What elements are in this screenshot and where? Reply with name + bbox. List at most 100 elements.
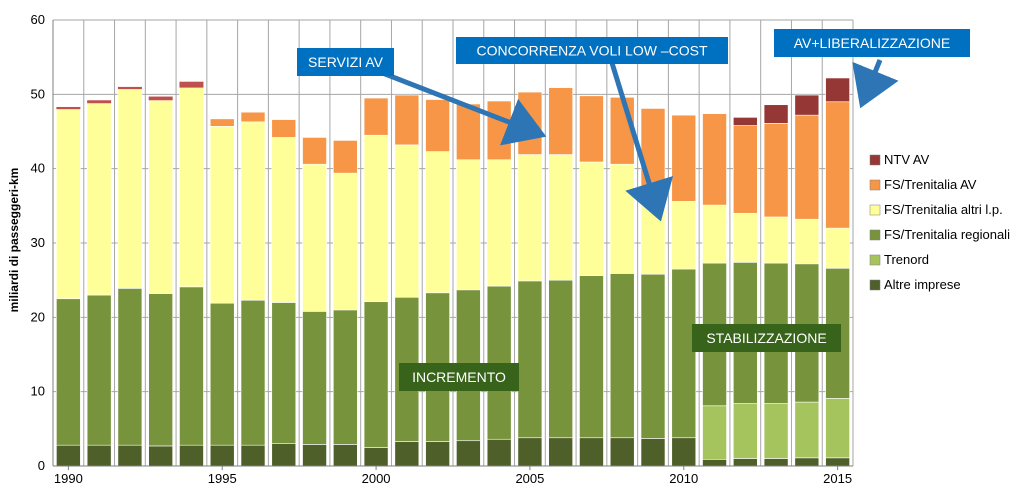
legend-swatch: [869, 154, 881, 166]
legend-label: FS/Trenitalia regionali: [884, 227, 1010, 242]
bar-segment-altre-imprese-2015: [825, 457, 850, 467]
bar-segment-altre-imprese-2000: [363, 447, 389, 467]
bar-segment-fs-trenitalia-altri-l-p--1991: [86, 102, 112, 296]
bar-segment-fs-trenitalia-altri-l-p--2004: [486, 159, 512, 287]
bar-segment-altre-imprese-2007: [579, 437, 604, 467]
bar-segment-altre-imprese-2013: [763, 458, 789, 467]
y-tick-label: 60: [31, 12, 45, 27]
bar-segment-ntv-av-2013: [763, 104, 789, 124]
bar-segment-fs-trenitalia-av-2011: [702, 113, 727, 206]
legend-swatch: [869, 204, 881, 216]
bar-segment-altre-imprese-1991: [86, 444, 112, 467]
annotation-text: AV+LIBERALIZZAZIONE: [794, 35, 951, 51]
legend-item: Trenord: [869, 252, 929, 267]
bar-segment-fs-trenitalia-av-2004: [486, 100, 512, 161]
bar-segment-fs-trenitalia-altri-l-p--1993: [148, 99, 173, 294]
bar-segment-altre-imprese-2012: [733, 458, 758, 467]
legend-label: FS/Trenitalia AV: [884, 177, 977, 192]
x-tick-label: 2000: [362, 471, 391, 486]
bar-segment-fs-trenitalia-av-2014: [794, 114, 820, 220]
arrows-layer: [379, 59, 899, 222]
bar-segment-fs-trenitalia-av-2001: [394, 94, 420, 146]
axis-layer: 0 10 20 30 40 50 60 1990 1995 2000 2005 2010 2015: [31, 12, 853, 486]
legend-item: NTV AV: [869, 152, 930, 167]
y-tick-label: 50: [31, 86, 45, 101]
y-tick-label: 30: [31, 235, 45, 250]
bar-segment-altre-imprese-2004: [486, 438, 512, 467]
bar-segment-fs-trenitalia-regionali-1992: [117, 288, 143, 446]
legend-item: Altre imprese: [869, 277, 961, 292]
bar-segment-trenord-2012: [733, 403, 758, 459]
annotation-incremento: INCREMENTO: [399, 363, 519, 391]
bar-segment-altre-imprese-2006: [548, 437, 573, 467]
legend-swatch: [869, 229, 881, 241]
bar-segment-fs-trenitalia-altri-l-p--2011: [702, 204, 727, 264]
legend-swatch: [869, 179, 881, 191]
annotation-av-liberalizzazione: AV+LIBERALIZZAZIONE: [774, 29, 970, 57]
grid-layer: [52, 19, 854, 467]
bar-segment-fs-trenitalia-altri-l-p--2015: [825, 227, 850, 269]
bar-segment-altre-imprese-1995: [209, 444, 235, 467]
bar-segment-fs-trenitalia-av-2003: [456, 103, 481, 161]
bar-segment-fs-trenitalia-regionali-2008: [609, 273, 635, 439]
bar-segment-trenord-2011: [702, 405, 727, 460]
bar-segment-fs-trenitalia-altri-l-p--1990: [56, 108, 81, 300]
y-tick-label: 20: [31, 309, 45, 324]
bar-segment-fs-trenitalia-altri-l-p--2006: [548, 154, 573, 281]
legend-label: NTV AV: [884, 152, 930, 167]
annotation-servizi-av: SERVIZI AV: [297, 48, 394, 76]
bar-segment-trenord-2014: [794, 401, 820, 459]
annotation-text: SERVIZI AV: [308, 54, 384, 70]
bar-segment-fs-trenitalia-av-2010: [671, 114, 697, 202]
legend-label: Altre imprese: [884, 277, 961, 292]
x-tick-label: 2010: [669, 471, 698, 486]
x-tick-label: 1990: [54, 471, 83, 486]
legend-label: Trenord: [884, 252, 929, 267]
annotation-stabilizzazione: STABILIZZAZIONE: [692, 324, 841, 352]
legend-item: FS/Trenitalia regionali: [869, 227, 1010, 242]
legend-swatch: [869, 254, 881, 266]
bars-layer: [56, 77, 850, 467]
bar-segment-fs-trenitalia-regionali-1998: [302, 311, 327, 445]
legend-swatch: [869, 279, 881, 291]
bar-segment-fs-trenitalia-av-1996: [240, 111, 266, 123]
bar-segment-ntv-av-2015: [825, 77, 850, 103]
bar-segment-fs-trenitalia-regionali-2007: [579, 275, 604, 439]
bar-segment-trenord-2013: [763, 403, 789, 459]
bar-segment-fs-trenitalia-regionali-1990: [56, 298, 81, 446]
bar-segment-fs-trenitalia-av-2007: [579, 95, 604, 163]
bar-segment-altre-imprese-1997: [271, 443, 297, 467]
bar-segment-fs-trenitalia-altri-l-p--2014: [794, 218, 820, 265]
bar-segment-altre-imprese-2009: [640, 438, 666, 467]
bar-segment-fs-trenitalia-regionali-1997: [271, 302, 297, 445]
bar-segment-altre-imprese-2011: [702, 459, 727, 467]
bar-segment-fs-trenitalia-av-1995: [209, 118, 235, 127]
bar-segment-fs-trenitalia-regionali-1996: [240, 299, 266, 446]
bar-segment-fs-trenitalia-altri-l-p--1999: [333, 172, 358, 311]
bar-segment-altre-imprese-2002: [425, 441, 450, 467]
bar-segment-fs-trenitalia-regionali-2009: [640, 273, 666, 439]
annotation-box: [692, 324, 841, 352]
bar-segment-fs-trenitalia-altri-l-p--2010: [671, 201, 697, 270]
bar-segment-fs-trenitalia-regionali-1994: [179, 286, 204, 446]
annotation-box: [774, 29, 970, 57]
bar-segment-fs-trenitalia-regionali-1995: [209, 302, 235, 446]
legend: NTV AV FS/Trenitalia AV FS/Trenitalia altr…: [869, 152, 1010, 292]
arrow-liberalizzazione: [852, 59, 899, 109]
bar-segment-fs-trenitalia-regionali-2000: [363, 301, 389, 448]
legend-label: FS/Trenitalia altri l.p.: [884, 202, 1003, 217]
bar-segment-fs-trenitalia-regionali-2005: [517, 280, 543, 439]
y-tick-label: 0: [38, 458, 45, 473]
bar-segment-fs-trenitalia-altri-l-p--1995: [209, 125, 235, 304]
legend-item: FS/Trenitalia AV: [869, 177, 977, 192]
bar-segment-fs-trenitalia-regionali-2004: [486, 285, 512, 440]
bar-segment-fs-trenitalia-altri-l-p--2007: [579, 161, 604, 277]
bar-segment-altre-imprese-1996: [240, 444, 266, 467]
bar-segment-fs-trenitalia-altri-l-p--1996: [240, 121, 266, 301]
annotation-box: [399, 363, 519, 391]
bar-segment-fs-trenitalia-regionali-1991: [86, 294, 112, 446]
annotation-box: [297, 48, 394, 76]
bar-segment-fs-trenitalia-altri-l-p--2001: [394, 144, 420, 298]
bar-segment-ntv-av-2014: [794, 94, 820, 116]
bar-segment-fs-trenitalia-altri-l-p--2012: [733, 212, 758, 263]
